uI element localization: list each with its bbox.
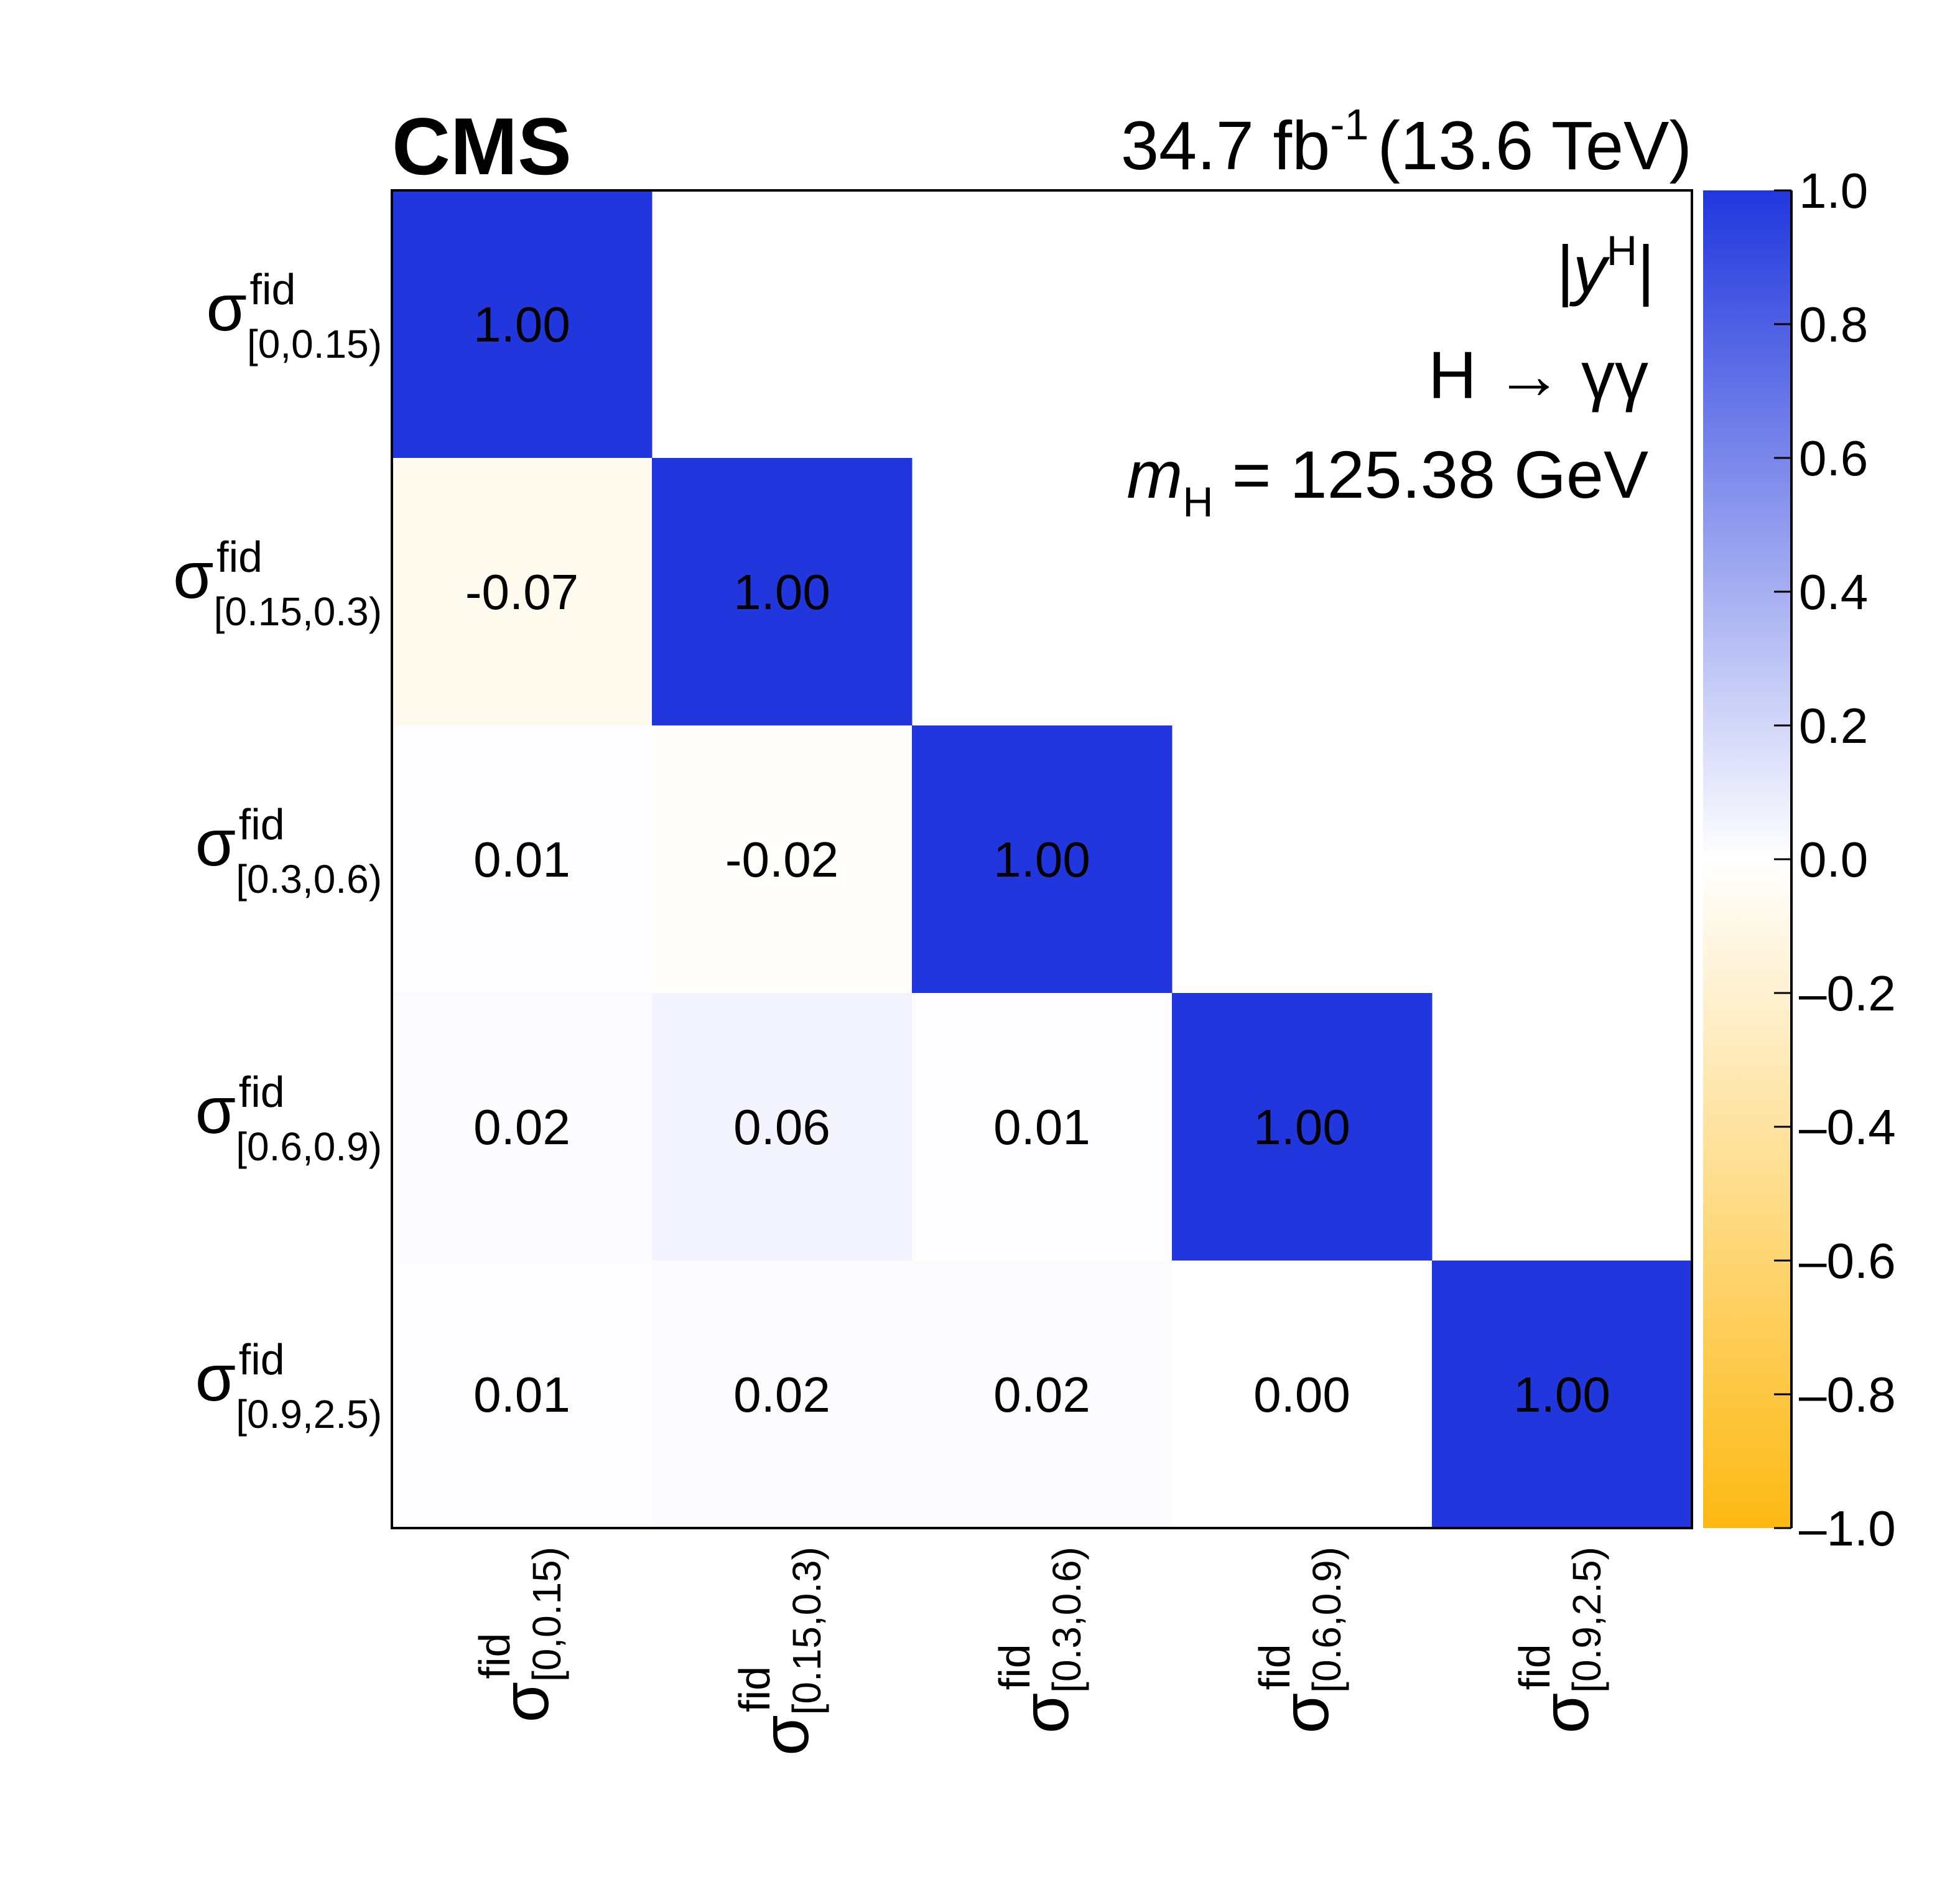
heatmap-cell: [392, 1261, 653, 1529]
heatmap-cell: [912, 725, 1173, 994]
cell-value-label: 1.00: [993, 832, 1090, 887]
heatmap-cell: [912, 1261, 1173, 1529]
x-category-text: σ[0.15,0.3): [749, 1547, 829, 1756]
heatmap-cell: [392, 458, 653, 726]
colorbar-tick-label: 0.2: [1799, 698, 1868, 753]
heatmap-cell: [1432, 1261, 1693, 1529]
observable-label: |yH|: [1556, 227, 1655, 307]
colorbar-tick-label: 0.8: [1799, 297, 1868, 352]
cell-value-label: 1.00: [733, 564, 830, 620]
colorbar-tick-label: –0.6: [1799, 1233, 1896, 1289]
y-axis-labels: σ[0,0.15)fidσ[0.15,0.3)fidσ[0.3,0.6)fidσ…: [173, 265, 382, 1437]
x-category-superscript: fid: [990, 1644, 1039, 1690]
x-axis-labels: σ[0,0.15)fidσ[0.15,0.3)fidσ[0.3,0.6)fidσ…: [470, 1547, 1609, 1756]
x-category-text: σ[0,0.15): [489, 1547, 569, 1722]
y-category-superscript: fid: [239, 800, 285, 849]
channel-label: H → γγ: [1428, 337, 1648, 413]
x-category-text: σ[0.9,2.5): [1529, 1547, 1609, 1733]
y-category-superscript: fid: [250, 265, 296, 314]
heatmap-value-labels: 1.00 -0.07 1.00 0.01 -0.02 1.00 0.02 0.06 0.01 1.…: [465, 297, 1610, 1422]
colorbar-tick-label: 1.0: [1799, 163, 1868, 218]
heatmap-cell: [392, 993, 653, 1261]
plot-frame: [391, 189, 1693, 1529]
colorbar-tick-label: –0.4: [1799, 1099, 1896, 1155]
x-category-label: σ[0.6,0.9)fid: [1250, 1547, 1349, 1733]
colorbar-tick-label: –0.2: [1799, 966, 1896, 1021]
colorbar-tick-label: 0.6: [1799, 431, 1868, 486]
y-category-label: σ[0.15,0.3): [173, 539, 382, 634]
heatmap-cell: [912, 993, 1173, 1261]
colorbar-tick-label: –1.0: [1799, 1501, 1896, 1556]
heatmap-cell: [1172, 1261, 1433, 1529]
heatmap-cell: [652, 1261, 913, 1529]
cell-value-label: 0.06: [733, 1099, 830, 1155]
colorbar-tick-label: –0.8: [1799, 1367, 1896, 1422]
colorbar-tick-label: 0.4: [1799, 564, 1868, 620]
heatmap-cell: [1172, 993, 1433, 1261]
y-category-label: σ[0.9,2.5): [195, 1341, 382, 1437]
x-category-text: σ[0.3,0.6): [1009, 1547, 1089, 1733]
heatmap-cell: [652, 725, 913, 994]
y-category-label: σ[0,0.15): [207, 271, 382, 366]
y-category-label: σ[0.6,0.9): [195, 1074, 382, 1169]
y-category-superscript: fid: [216, 533, 262, 581]
cell-value-label: 0.01: [993, 1099, 1090, 1155]
y-category-superscript: fid: [239, 1068, 285, 1116]
cell-value-label: -0.07: [465, 564, 578, 620]
cell-value-label: 0.01: [473, 832, 570, 887]
x-category-superscript: fid: [730, 1666, 779, 1712]
experiment-label: CMS: [392, 101, 572, 192]
x-category-superscript: fid: [1510, 1644, 1559, 1690]
cell-value-label: -0.02: [725, 832, 838, 887]
heatmap-cell: [392, 725, 653, 994]
x-category-label: σ[0.3,0.6)fid: [990, 1547, 1089, 1733]
heatmap-cell: [652, 458, 913, 726]
luminosity-label: 34.7 fb-1 (13.6 TeV): [1121, 100, 1692, 184]
x-category-superscript: fid: [470, 1633, 519, 1679]
cell-value-label: 0.02: [733, 1367, 830, 1422]
x-category-label: σ[0.9,2.5)fid: [1510, 1547, 1609, 1733]
y-category-label: σ[0.3,0.6): [195, 806, 382, 902]
colorbar-ticks: 1.0 0.8 0.6 0.4 0.2 0.0 –0.2 –0.4 –0.6 –0.8 –1.0: [1774, 163, 1896, 1556]
x-category-label: σ[0.15,0.3)fid: [730, 1547, 829, 1756]
colorbar-tick-label: 0.0: [1799, 832, 1868, 887]
cell-value-label: 0.02: [993, 1367, 1090, 1422]
cell-value-label: 1.00: [473, 297, 570, 352]
mass-label: mH = 125.38 GeV: [1126, 437, 1648, 526]
y-category-superscript: fid: [239, 1335, 285, 1384]
x-category-text: σ[0.6,0.9): [1269, 1547, 1349, 1733]
heatmap-cell: [392, 190, 653, 459]
x-category-label: σ[0,0.15)fid: [470, 1547, 569, 1722]
heatmap-cell: [652, 993, 913, 1261]
cell-value-label: 1.00: [1253, 1099, 1350, 1155]
cell-value-label: 1.00: [1513, 1367, 1610, 1422]
cell-value-label: 0.00: [1253, 1367, 1350, 1422]
cell-value-label: 0.01: [473, 1367, 570, 1422]
x-category-superscript: fid: [1250, 1644, 1299, 1690]
heatmap-cells: [392, 190, 1693, 1529]
cell-value-label: 0.02: [473, 1099, 570, 1155]
